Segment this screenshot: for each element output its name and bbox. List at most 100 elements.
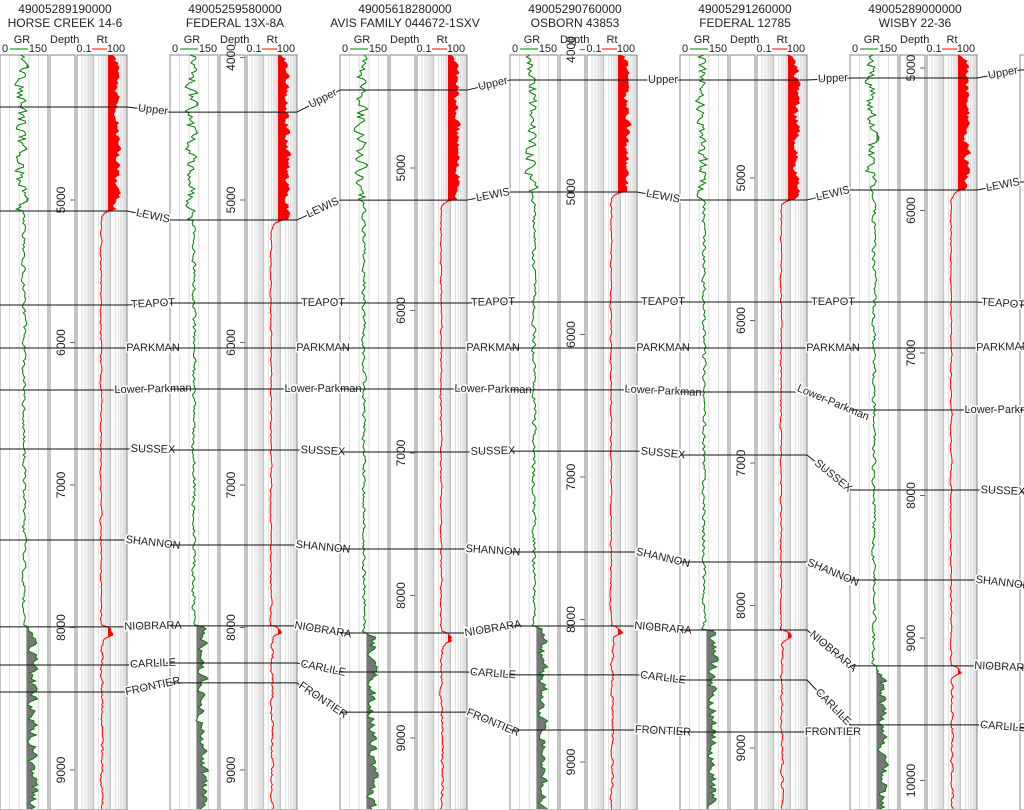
top-connector	[466, 625, 511, 634]
scale-label: 0.1	[416, 43, 431, 55]
track-label: Depth	[390, 34, 419, 46]
formation-label: PARKMAN	[636, 342, 690, 354]
scale-label: 100	[107, 43, 125, 55]
depth-track	[559, 54, 586, 810]
depth-tick-label: 7000	[904, 339, 918, 366]
formation-label: LEWIS	[475, 186, 511, 204]
track-label: Rt	[267, 34, 278, 46]
well-api: 49005291260000	[698, 2, 792, 16]
rt-curve	[609, 54, 632, 810]
top-connector	[976, 181, 1021, 191]
top-connector	[126, 210, 171, 221]
track-label: GR	[694, 34, 711, 46]
scale-label: 0	[172, 43, 178, 55]
scale-label: 100	[617, 43, 635, 55]
formation-label: SUSSEX	[812, 457, 855, 495]
top-connector	[126, 302, 171, 306]
scale-label: 100	[787, 43, 805, 55]
top-connector	[636, 191, 681, 201]
track-label: GR	[14, 34, 31, 46]
top-connector	[296, 625, 341, 634]
top-connector	[636, 389, 681, 393]
formation-label: Upper	[987, 64, 1019, 81]
rt-track	[926, 54, 978, 810]
formation-label: PARKMAN	[466, 342, 520, 354]
formation-label: Lower Parkman	[964, 404, 1024, 416]
formation-label: NIOBRARA	[464, 618, 523, 639]
depth-tick-label: 6000	[54, 329, 68, 356]
rt-track	[586, 54, 638, 810]
formation-label: NIOBRARA	[807, 629, 859, 675]
top-connector	[296, 89, 341, 113]
top-connector	[296, 449, 341, 453]
depth-tick-label: 9000	[904, 624, 918, 651]
well-name: WISBY 22-36	[879, 16, 952, 30]
track-label: GR	[184, 34, 201, 46]
formation-label: NIOBRARA	[294, 620, 353, 641]
top-connector	[636, 729, 681, 733]
scale-label: 150	[539, 43, 557, 55]
depth-tick-label: 9000	[564, 748, 578, 775]
track-label: GR	[354, 34, 371, 46]
rt-curve	[949, 54, 972, 810]
gr-curve	[353, 54, 379, 810]
formation-label: CARLILE	[813, 686, 853, 727]
track-label: GR	[524, 34, 541, 46]
formation-label: SHANNON	[805, 557, 860, 589]
track-label: Rt	[437, 34, 448, 46]
formation-label: Upper	[477, 75, 509, 94]
formation-label: SUSSEX	[131, 443, 177, 456]
depth-tick-label: 7000	[734, 449, 748, 476]
depth-tick-label: 6000	[904, 197, 918, 224]
track-label: Rt	[607, 34, 618, 46]
curve-shading	[26, 55, 38, 809]
depth-tick-label: 8000	[564, 606, 578, 633]
top-connector	[296, 682, 341, 713]
depth-tick-label: 4000	[564, 36, 578, 63]
depth-track	[729, 54, 756, 810]
formation-label: Upper	[648, 74, 678, 86]
top-connector	[466, 671, 511, 676]
formation-label: Upper	[137, 102, 169, 118]
top-connector	[126, 625, 171, 628]
scale-label: 0	[852, 43, 858, 55]
formation-label: FRONTIER	[124, 675, 182, 698]
formation-label: PARKMAN	[976, 341, 1024, 354]
formation-label: SUSSEX	[980, 484, 1024, 498]
formation-label: NIOBRARA	[124, 620, 182, 633]
rt-track	[756, 54, 808, 810]
well-api: 49005289190000	[18, 2, 112, 16]
top-connector	[466, 711, 511, 731]
formation-label: TEAPOT	[981, 296, 1024, 311]
rt-track	[416, 54, 468, 810]
top-connector	[126, 448, 171, 451]
curve-shading	[108, 55, 121, 809]
track-label: Depth	[50, 34, 79, 46]
top-connector	[466, 301, 511, 304]
gr-track	[509, 54, 559, 810]
depth-track	[899, 54, 926, 810]
top-connector	[806, 77, 851, 81]
formation-label: PARKMAN	[296, 342, 350, 354]
top-connector	[296, 662, 341, 673]
depth-tick-label: 6000	[394, 297, 408, 324]
gr-track	[1019, 54, 1024, 810]
scale-label: 0	[682, 43, 688, 55]
depth-tick-label: 5000	[734, 164, 748, 191]
top-connector	[466, 79, 511, 91]
formation-label: LEWIS	[305, 195, 341, 220]
formation-label: PARKMAN	[806, 342, 860, 354]
depth-tick-label: 9000	[54, 756, 68, 783]
formation-label: Lower Parkman	[114, 382, 191, 396]
curve-shading	[958, 55, 971, 809]
gr-track	[0, 54, 49, 810]
top-connector	[126, 662, 171, 666]
formation-label: SUSSEX	[300, 444, 346, 458]
formation-label: SUSSEX	[471, 445, 517, 458]
formation-label: TEAPOT	[811, 296, 855, 308]
formation-label: SHANNON	[975, 574, 1024, 592]
curve-shading	[278, 55, 291, 809]
